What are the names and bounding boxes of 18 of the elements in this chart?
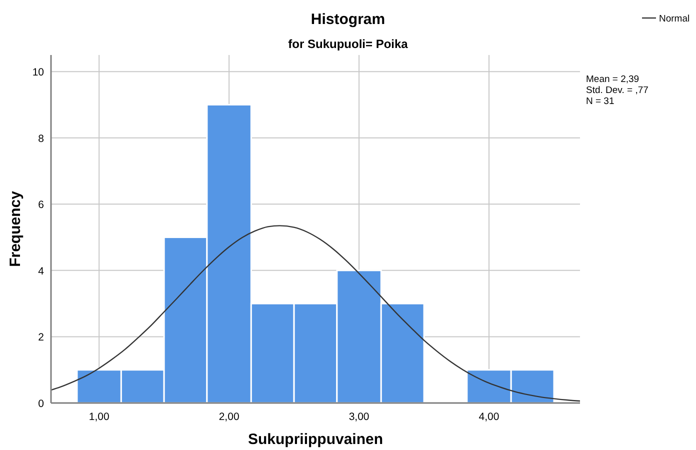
text: N = 31	[586, 96, 614, 107]
legend-label: Normal	[659, 14, 690, 24]
x-tick-label: 3,00	[348, 411, 370, 423]
y-tick-label: 8	[38, 132, 44, 145]
y-tick-label: 0	[38, 398, 44, 410]
chart-subtitle: for Sukupuoli= Poika	[288, 37, 408, 51]
y-tick-label: 2	[38, 332, 44, 344]
y-axis-title: Frequency	[7, 190, 24, 267]
x-tick-label: 4,00	[478, 411, 500, 423]
x-tick-label: 2,00	[218, 411, 240, 423]
text: Std. Dev. = ,77	[586, 85, 648, 96]
text: Mean = 2,39	[586, 74, 640, 85]
x-axis-title: Sukupriippuvainen	[248, 431, 384, 448]
x-tick-label: 1,00	[88, 411, 110, 423]
y-tick-label: 6	[38, 199, 44, 212]
y-tick-label: 4	[38, 265, 44, 278]
y-tick-label: 10	[32, 66, 44, 79]
chart-title: Histogram	[310, 11, 386, 28]
